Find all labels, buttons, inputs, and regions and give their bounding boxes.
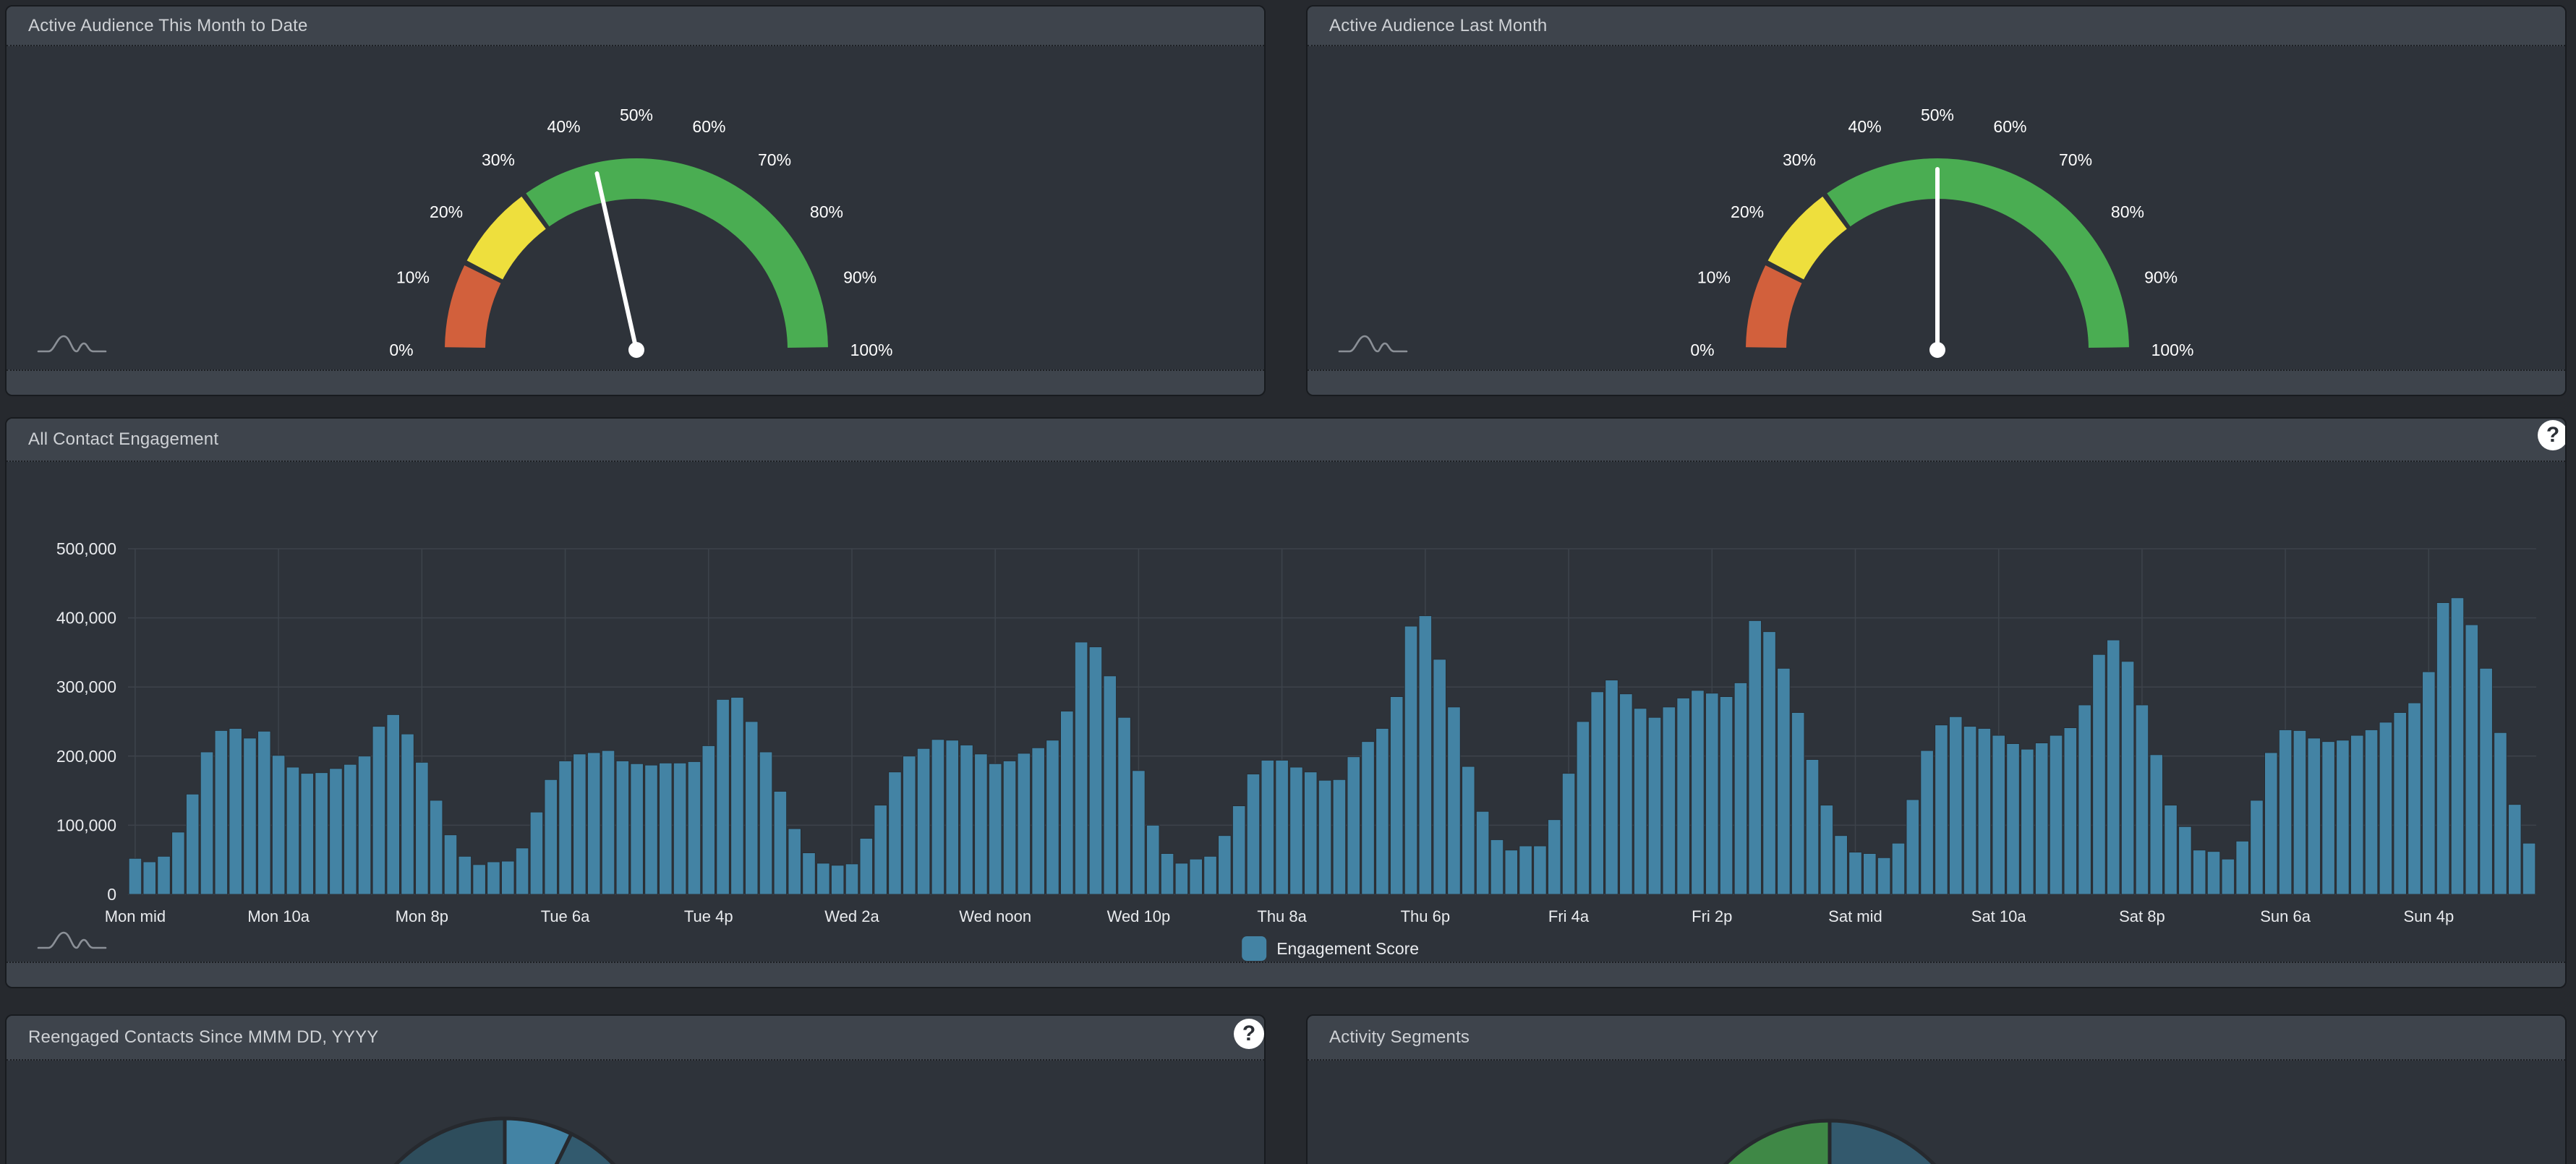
svg-text:Wed noon: Wed noon xyxy=(959,907,1031,925)
svg-text:50%: 50% xyxy=(1921,106,1954,124)
svg-text:50%: 50% xyxy=(620,106,653,124)
svg-text:100,000: 100,000 xyxy=(56,816,116,834)
svg-text:0%: 0% xyxy=(389,341,413,359)
panel-header: All Contact Engagement xyxy=(7,419,2565,462)
svg-text:100%: 100% xyxy=(850,341,893,359)
panel-activity-segments: Activity Segments xyxy=(1306,1014,2567,1164)
svg-text:70%: 70% xyxy=(2059,150,2092,169)
svg-text:Sun 6a: Sun 6a xyxy=(2260,907,2311,925)
svg-text:70%: 70% xyxy=(758,150,791,169)
svg-text:400,000: 400,000 xyxy=(56,609,116,628)
svg-text:80%: 80% xyxy=(2111,202,2144,221)
svg-text:500,000: 500,000 xyxy=(56,539,116,558)
help-icon[interactable]: ? xyxy=(2538,420,2567,450)
svg-text:100%: 100% xyxy=(2151,341,2194,359)
page-title: Active Audience Last Month xyxy=(1329,16,1547,36)
svg-text:30%: 30% xyxy=(1783,150,1816,169)
svg-text:Sat mid: Sat mid xyxy=(1828,907,1882,925)
svg-text:Tue 6a: Tue 6a xyxy=(541,907,590,925)
svg-text:Thu 6p: Thu 6p xyxy=(1401,907,1451,925)
reengaged-pie-chart[interactable] xyxy=(7,1061,1264,1164)
gauge-last-month-svg: 0% 10% 20% 30% 40% 50% 60% 70% 80% 90% 100% xyxy=(1308,46,2567,375)
svg-text:Fri 4a: Fri 4a xyxy=(1548,907,1590,925)
svg-text:300,000: 300,000 xyxy=(56,677,116,696)
svg-text:80%: 80% xyxy=(810,202,843,221)
svg-text:60%: 60% xyxy=(692,117,725,136)
page-title: Reengaged Contacts Since MMM DD, YYYY xyxy=(28,1027,379,1048)
activity-segments-pie-chart[interactable] xyxy=(1308,1061,2565,1164)
svg-text:10%: 10% xyxy=(396,268,430,287)
panel-header: Reengaged Contacts Since MMM DD, YYYY xyxy=(7,1016,1264,1061)
svg-text:Wed 2a: Wed 2a xyxy=(824,907,879,925)
reengaged-pie-svg xyxy=(7,1061,1266,1164)
gauge-chart-this-month[interactable]: 0% 10% 20% 30% 40% 50% 60% 70% 80% 90% 100% xyxy=(7,46,1264,369)
svg-text:20%: 20% xyxy=(430,202,463,221)
panel-reengaged-contacts: ? Reengaged Contacts Since MMM DD, YYYY xyxy=(5,1014,1266,1164)
svg-text:Fri 2p: Fri 2p xyxy=(1692,907,1732,925)
page-title: Activity Segments xyxy=(1329,1027,1470,1048)
curve-watermark-icon xyxy=(36,928,108,951)
svg-text:10%: 10% xyxy=(1697,268,1731,287)
svg-text:Sun 4p: Sun 4p xyxy=(2403,907,2454,925)
panel-active-audience-mtd: Active Audience This Month to Date 0% 10%… xyxy=(5,5,1266,396)
svg-text:Sat 8p: Sat 8p xyxy=(2119,907,2165,925)
svg-text:0%: 0% xyxy=(1690,341,1714,359)
engagement-bar-chart-svg: 0 100,000 200,000 300,000 400,000 500,000 Mon … xyxy=(7,462,2567,966)
svg-text:90%: 90% xyxy=(2144,268,2178,287)
engagement-bar-chart[interactable]: 0 100,000 200,000 300,000 400,000 500,000 Mon … xyxy=(7,462,2565,962)
svg-text:40%: 40% xyxy=(547,117,581,136)
activity-segments-pie-svg xyxy=(1308,1061,2567,1164)
panel-header: Active Audience Last Month xyxy=(1308,7,2565,46)
svg-text:Sat 10a: Sat 10a xyxy=(1971,907,2027,925)
help-icon[interactable]: ? xyxy=(1234,1019,1264,1049)
svg-text:Mon 8p: Mon 8p xyxy=(396,907,448,925)
svg-text:90%: 90% xyxy=(843,268,877,287)
panel-header: Activity Segments xyxy=(1308,1016,2565,1061)
svg-text:30%: 30% xyxy=(482,150,515,169)
svg-text:200,000: 200,000 xyxy=(56,747,116,766)
page-title: All Contact Engagement xyxy=(28,429,218,450)
curve-watermark-icon xyxy=(1337,332,1409,355)
svg-text:Engagement Score: Engagement Score xyxy=(1276,939,1419,958)
svg-text:0: 0 xyxy=(107,885,116,904)
panel-active-audience-last-month: Active Audience Last Month 0% 10% 20% 30% 40… xyxy=(1306,5,2567,396)
page-title: Active Audience This Month to Date xyxy=(28,16,308,36)
gauge-this-month-svg: 0% 10% 20% 30% 40% 50% 60% 70% 80% 90% 100% xyxy=(7,46,1266,375)
svg-text:Tue 4p: Tue 4p xyxy=(684,907,733,925)
panel-header: Active Audience This Month to Date xyxy=(7,7,1264,46)
panel-all-contact-engagement: ? All Contact Engagement 0 100,000 200,000… xyxy=(5,417,2567,988)
svg-text:Mon mid: Mon mid xyxy=(105,907,166,925)
svg-text:20%: 20% xyxy=(1731,202,1764,221)
svg-text:60%: 60% xyxy=(1993,117,2026,136)
svg-text:40%: 40% xyxy=(1848,117,1882,136)
curve-watermark-icon xyxy=(36,332,108,355)
svg-text:Wed 10p: Wed 10p xyxy=(1107,907,1171,925)
gauge-chart-last-month[interactable]: 0% 10% 20% 30% 40% 50% 60% 70% 80% 90% 100% xyxy=(1308,46,2565,369)
svg-text:Thu 8a: Thu 8a xyxy=(1257,907,1307,925)
svg-text:Mon 10a: Mon 10a xyxy=(247,907,310,925)
